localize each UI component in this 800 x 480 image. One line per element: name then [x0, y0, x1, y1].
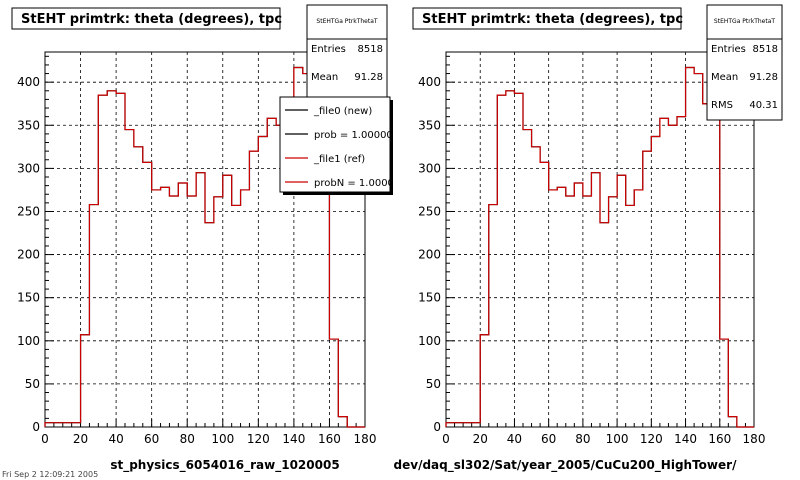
y-tick-label: 50 — [25, 377, 40, 391]
x-tick-label: 40 — [507, 432, 522, 446]
legend: _file0 (new) prob = 1.000000 _file1 (ref) p… — [285, 106, 407, 189]
x-axis-label: dev/daq_sl302/Sat/year_2005/CuCu200_High… — [394, 458, 738, 473]
x-tick-label: 80 — [575, 432, 590, 446]
y-tick-label: 150 — [17, 291, 40, 305]
histogram-panel-right: 0 20 40 60 80 100 120 140 160 180 0 50 100 150 200 250 3… — [394, 4, 783, 473]
stats-value: 91.28 — [749, 72, 778, 83]
y-tick-label: 300 — [17, 161, 40, 175]
chart-title: StEHT primtrk: theta (degrees), tpc — [21, 12, 282, 27]
x-tick-label: 100 — [606, 432, 629, 446]
stats-label: Mean — [711, 72, 738, 83]
stats-name: StEHTGa PtrkThetaT — [316, 18, 377, 25]
title-box — [11, 7, 281, 30]
x-tick-label: 120 — [247, 432, 270, 446]
stats-label: Entries — [711, 44, 746, 55]
y-tick-label: 0 — [433, 420, 441, 434]
stats-box — [706, 4, 783, 121]
y-tick-label: 0 — [32, 420, 40, 434]
x-tick-label: 60 — [541, 432, 556, 446]
stats-value: 40.31 — [749, 100, 778, 111]
title-box — [412, 7, 682, 30]
stats-label: RMS — [711, 100, 733, 111]
x-tick-label: 80 — [180, 432, 195, 446]
stats-name: StEHTGa PtrkThetaT — [714, 18, 775, 25]
x-tick-label: 0 — [442, 432, 450, 446]
y-tick-label: 300 — [418, 161, 441, 175]
histogram-series-1 — [445, 66, 754, 428]
y-tick-label: 400 — [418, 75, 441, 89]
y-tick-label: 200 — [17, 248, 40, 262]
x-tick-label: 180 — [743, 432, 766, 446]
x-axis-label: st_physics_6054016_raw_1020005 — [110, 458, 339, 473]
x-tick-label: 100 — [211, 432, 234, 446]
x-tick-label: 120 — [640, 432, 663, 446]
y-tick-label: 50 — [426, 377, 441, 391]
x-tick-label: 140 — [674, 432, 697, 446]
x-tick-label: 40 — [108, 432, 123, 446]
footer-timestamp: Fri Sep 2 12:09:21 2005 — [2, 470, 98, 479]
y-tick-label: 150 — [418, 291, 441, 305]
y-tick-label: 100 — [418, 334, 441, 348]
chart-title: StEHT primtrk: theta (degrees), tpc — [422, 12, 683, 27]
x-tick-label: 60 — [144, 432, 159, 446]
x-tick-label: 0 — [41, 432, 49, 446]
y-tick-label: 350 — [418, 118, 441, 132]
stats-value: 8518 — [358, 44, 383, 55]
histogram-panel-left: 0 20 40 60 80 100 120 140 160 180 0 50 100 150 200 250 3… — [11, 4, 407, 473]
x-tick-label: 160 — [318, 432, 341, 446]
stats-label: Entries — [311, 44, 346, 55]
legend-entry: prob = 1.000000 — [314, 130, 399, 141]
y-tick-label: 400 — [17, 75, 40, 89]
x-tick-label: 20 — [73, 432, 88, 446]
x-tick-label: 180 — [354, 432, 377, 446]
stats-label: Mean — [311, 72, 338, 83]
legend-entry: probN = 1.000000 — [314, 178, 407, 189]
legend-box — [279, 96, 391, 193]
y-tick-label: 100 — [17, 334, 40, 348]
y-tick-label: 200 — [418, 248, 441, 262]
y-tick-label: 250 — [17, 204, 40, 218]
legend-entry: _file0 (new) — [313, 106, 372, 117]
x-tick-label: 20 — [473, 432, 488, 446]
legend-entry: _file1 (ref) — [313, 154, 365, 165]
stats-value: 91.28 — [354, 72, 383, 83]
x-tick-label: 140 — [282, 432, 305, 446]
y-tick-label: 350 — [17, 118, 40, 132]
x-tick-label: 160 — [708, 432, 731, 446]
y-tick-label: 250 — [418, 204, 441, 218]
stats-value: 8518 — [753, 44, 778, 55]
